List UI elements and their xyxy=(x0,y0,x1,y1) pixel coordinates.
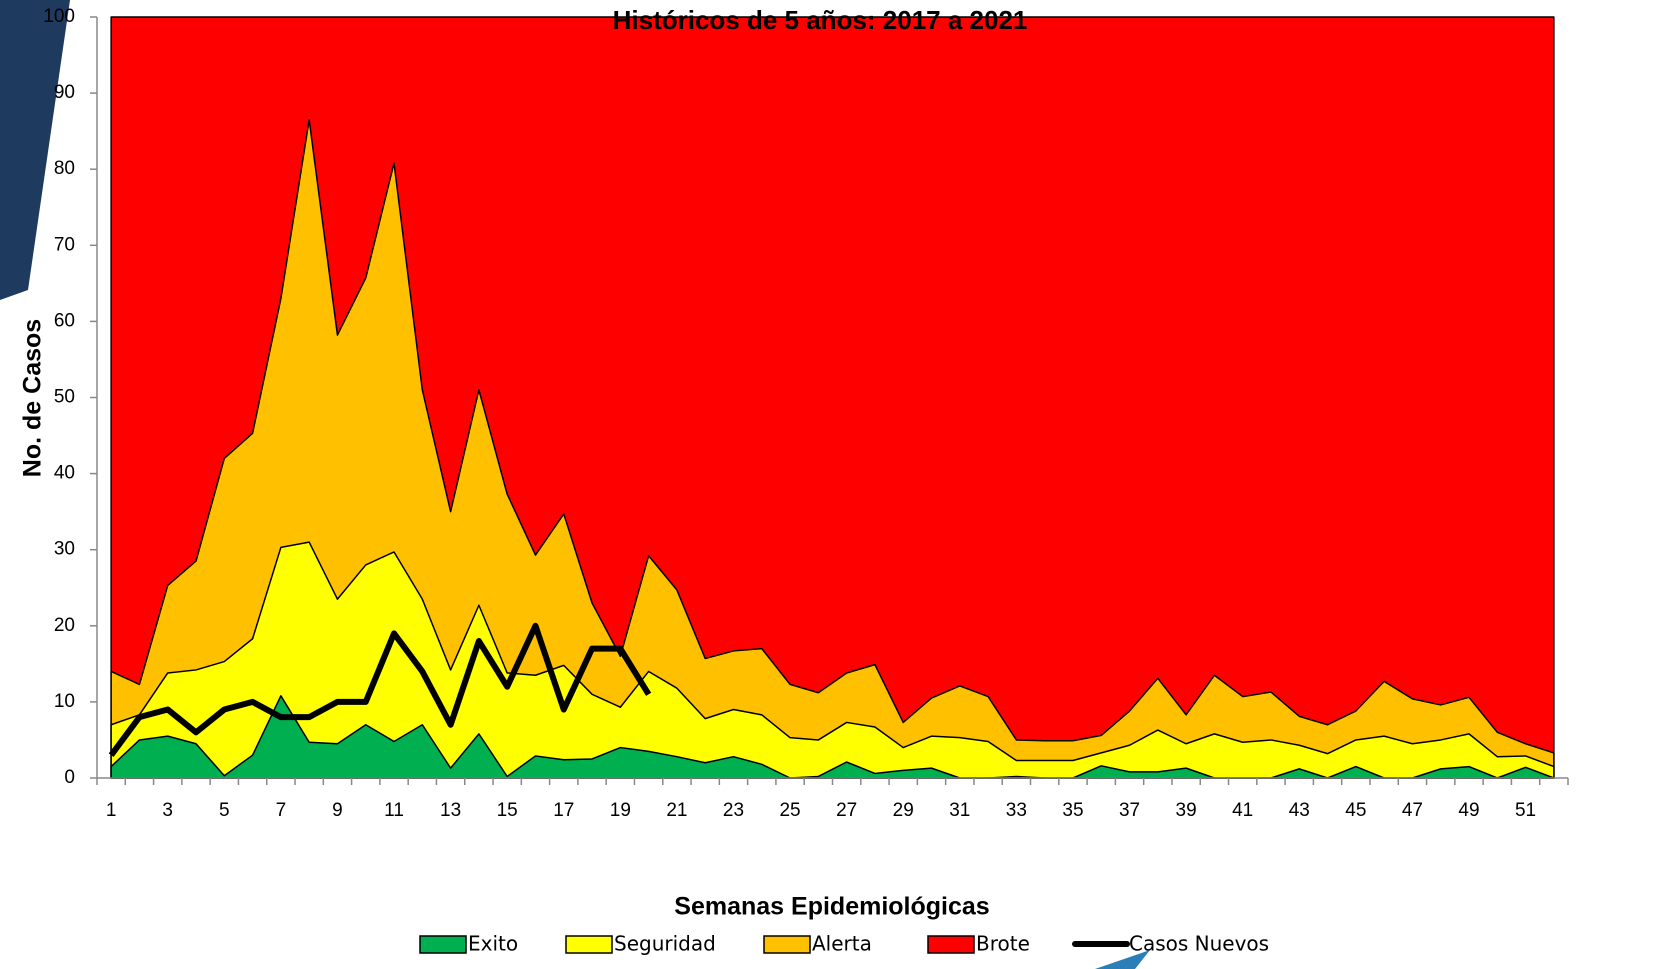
y-tick-label: 0 xyxy=(64,767,75,788)
x-tick-label: 7 xyxy=(276,800,287,821)
area xyxy=(110,695,1555,779)
legend-label: Exito xyxy=(468,932,518,956)
x-tick-label: 23 xyxy=(723,800,744,821)
x-tick-label: 37 xyxy=(1119,800,1140,821)
legend-label: Seguridad xyxy=(614,932,716,956)
x-tick-label: 49 xyxy=(1458,800,1479,821)
x-tick-label: 29 xyxy=(893,800,914,821)
legend-swatch xyxy=(927,935,975,954)
y-tick-label: 10 xyxy=(54,691,75,712)
x-tick-label: 9 xyxy=(332,800,343,821)
x-tick-label: 25 xyxy=(779,800,800,821)
x-tick-label: 33 xyxy=(1006,800,1027,821)
x-tick-label: 1 xyxy=(106,800,117,821)
y-tick-label: 40 xyxy=(54,463,75,484)
y-axis-title: No. de Casos xyxy=(19,319,47,477)
x-tick-label: 27 xyxy=(836,800,857,821)
x-tick-label: 35 xyxy=(1062,800,1083,821)
legend-label: Alerta xyxy=(812,932,872,956)
y-tick-label: 60 xyxy=(54,310,75,331)
y-tick-label: 80 xyxy=(54,158,75,179)
legend-label: Brote xyxy=(976,932,1030,956)
x-tick-label: 17 xyxy=(553,800,574,821)
x-tick-label: 43 xyxy=(1289,800,1310,821)
x-tick-label: 47 xyxy=(1402,800,1423,821)
line xyxy=(108,622,652,757)
decor-shape xyxy=(1095,950,1150,969)
x-tick-label: 5 xyxy=(219,800,230,821)
y-tick-label: 90 xyxy=(54,82,75,103)
legend-swatch xyxy=(419,935,467,954)
area xyxy=(110,118,1555,779)
area xyxy=(110,541,1555,779)
x-tick-label: 19 xyxy=(610,800,631,821)
y-tick-label: 50 xyxy=(54,387,75,408)
legend-swatch xyxy=(763,935,811,954)
x-tick-label: 21 xyxy=(666,800,687,821)
plot-area xyxy=(108,16,1555,779)
y-tick-label: 100 xyxy=(43,6,75,27)
y-tick-label: 30 xyxy=(54,539,75,560)
chart-title: Históricos de 5 años: 2017 a 2021 xyxy=(613,5,1028,35)
legend-label: Casos Nuevos xyxy=(1129,932,1269,956)
x-tick-label: 39 xyxy=(1176,800,1197,821)
legend-swatch xyxy=(565,935,613,954)
x-tick-label: 13 xyxy=(440,800,461,821)
x-tick-label: 41 xyxy=(1232,800,1253,821)
decor-shape xyxy=(0,0,70,300)
x-axis-title: Semanas Epidemiológicas xyxy=(674,893,989,921)
y-tick-label: 20 xyxy=(54,615,75,636)
x-tick-label: 51 xyxy=(1515,800,1536,821)
x-tick-label: 31 xyxy=(949,800,970,821)
x-tick-label: 15 xyxy=(497,800,518,821)
x-tick-label: 11 xyxy=(384,800,404,821)
x-tick-label: 3 xyxy=(162,800,173,821)
x-tick-label: 45 xyxy=(1345,800,1366,821)
y-tick-label: 70 xyxy=(54,234,75,255)
